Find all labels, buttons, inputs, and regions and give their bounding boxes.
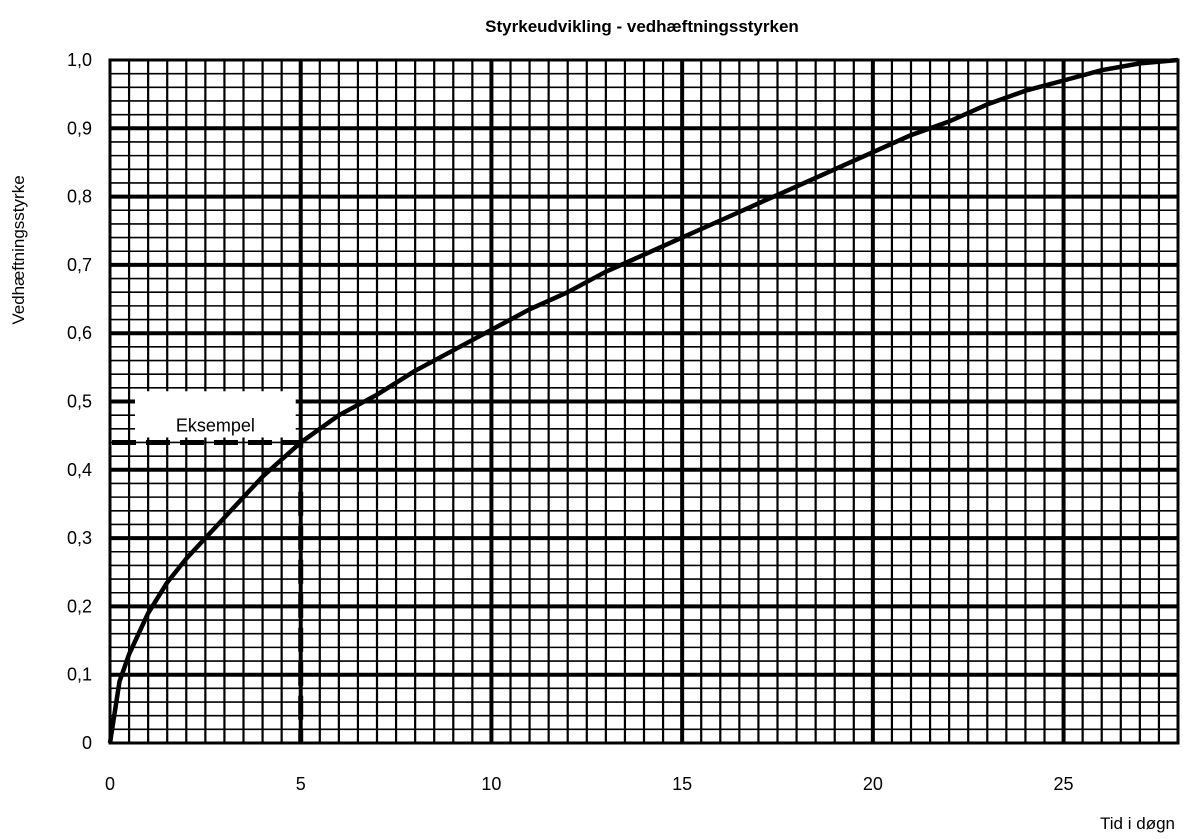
- y-tick-label: 0,9: [67, 118, 92, 138]
- y-tick-label: 0,1: [67, 665, 92, 685]
- x-tick-label: 15: [672, 774, 692, 794]
- y-tick-label: 0,2: [67, 596, 92, 616]
- series-line: [107, 57, 1179, 744]
- y-tick-label: 1,0: [67, 50, 92, 70]
- y-tick-label: 0,5: [67, 392, 92, 412]
- y-tick-label: 0,4: [67, 460, 92, 480]
- x-tick-label: 25: [1054, 774, 1074, 794]
- y-tick-label: 0,8: [67, 187, 92, 207]
- x-axis-label: Tid i døgn: [1100, 814, 1175, 833]
- x-tick-label: 0: [105, 774, 115, 794]
- annotation-background: [135, 391, 296, 438]
- x-tick-label: 5: [296, 774, 306, 794]
- y-tick-labels: 0 0,1 0,2 0,3 0,4 0,5 0,6 0,7 0,8 0,9 1,0: [67, 50, 92, 753]
- y-tick-label: 0,3: [67, 528, 92, 548]
- x-tick-labels: 0 5 10 15 20 25: [105, 774, 1074, 794]
- x-tick-label: 10: [481, 774, 501, 794]
- y-tick-label: 0,7: [67, 255, 92, 275]
- annotation-label: Eksempel: [176, 415, 255, 435]
- x-tick-label: 20: [863, 774, 883, 794]
- grid-major: [110, 60, 1178, 743]
- y-axis-label: Vedhæftningsstyrke: [9, 175, 28, 324]
- plot-frame: [108, 58, 1180, 745]
- y-tick-label: 0: [82, 733, 92, 753]
- chart-title: Styrkeudvikling - vedhæftningsstyrken: [485, 17, 799, 36]
- y-tick-label: 0,6: [67, 323, 92, 343]
